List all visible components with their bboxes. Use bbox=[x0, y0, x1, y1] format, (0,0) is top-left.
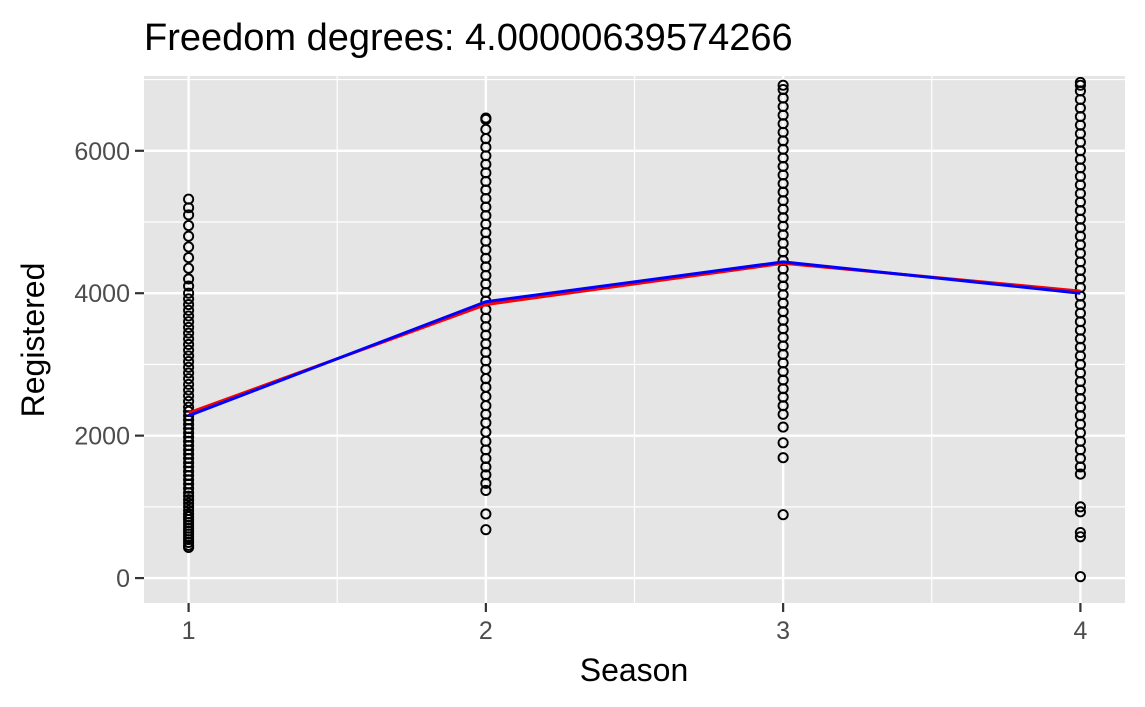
data-point bbox=[1074, 506, 1086, 518]
data-point bbox=[183, 310, 195, 322]
data-point bbox=[183, 356, 195, 368]
x-axis-title: Season bbox=[580, 652, 689, 688]
x-tick-label: 4 bbox=[1073, 617, 1087, 645]
data-point bbox=[183, 252, 195, 264]
data-point bbox=[183, 378, 195, 390]
data-point bbox=[183, 241, 195, 253]
data-point bbox=[183, 262, 195, 274]
data-point bbox=[183, 390, 195, 402]
data-point bbox=[777, 509, 789, 521]
data-point bbox=[183, 501, 195, 513]
data-point bbox=[183, 230, 195, 242]
data-point bbox=[1074, 501, 1086, 513]
data-point bbox=[183, 508, 195, 520]
data-point bbox=[480, 524, 492, 536]
grid-minor bbox=[144, 76, 1125, 603]
data-point bbox=[183, 299, 195, 311]
data-point bbox=[183, 361, 195, 373]
data-point bbox=[480, 112, 492, 124]
chart-title: Freedom degrees: 4.00000639574266 bbox=[144, 17, 793, 59]
data-point bbox=[183, 338, 195, 351]
x-tick-label: 2 bbox=[479, 617, 493, 645]
data-point bbox=[183, 497, 195, 509]
data-point bbox=[1074, 526, 1086, 539]
data-point bbox=[1074, 571, 1086, 583]
y-tick-label: 4000 bbox=[74, 280, 130, 308]
data-point bbox=[183, 280, 195, 292]
data-point bbox=[777, 79, 789, 91]
y-axis-ticks: 0 2000 4000 6000 bbox=[74, 138, 144, 593]
data-point bbox=[1074, 468, 1086, 480]
data-point bbox=[183, 209, 195, 221]
data-point bbox=[183, 490, 195, 502]
data-point bbox=[183, 193, 195, 205]
y-tick-label: 6000 bbox=[74, 138, 130, 166]
data-point bbox=[480, 469, 492, 481]
data-point bbox=[183, 344, 195, 356]
series-line bbox=[188, 260, 1081, 418]
data-point bbox=[183, 504, 195, 516]
fit-lines bbox=[188, 260, 1081, 418]
data-point bbox=[1074, 531, 1086, 543]
grid-major bbox=[144, 76, 1125, 603]
data-point bbox=[183, 367, 195, 379]
data-point bbox=[777, 421, 789, 433]
data-point bbox=[183, 373, 195, 385]
data-point bbox=[183, 316, 195, 328]
data-point bbox=[183, 494, 195, 506]
data-point bbox=[777, 437, 789, 449]
data-point bbox=[777, 452, 789, 464]
y-axis-title: Registered bbox=[15, 263, 51, 418]
data-point bbox=[183, 287, 195, 299]
data-point bbox=[777, 83, 789, 96]
data-point bbox=[183, 273, 195, 285]
y-tick-label: 2000 bbox=[74, 423, 130, 451]
data-point bbox=[183, 395, 195, 408]
data-point bbox=[480, 508, 492, 520]
data-point bbox=[183, 293, 195, 305]
data-point bbox=[183, 350, 195, 362]
y-tick-label: 0 bbox=[116, 565, 130, 593]
data-point bbox=[183, 304, 195, 316]
data-point bbox=[480, 484, 492, 497]
data-point bbox=[1074, 76, 1086, 88]
data-point bbox=[183, 327, 195, 339]
data-point bbox=[183, 321, 195, 333]
x-axis-ticks: 1 2 3 4 bbox=[182, 603, 1087, 645]
data-point bbox=[183, 384, 195, 396]
data-point bbox=[183, 220, 195, 232]
data-points bbox=[183, 76, 1086, 583]
x-tick-label: 3 bbox=[776, 617, 790, 645]
x-tick-label: 1 bbox=[182, 617, 196, 645]
data-point bbox=[183, 333, 195, 345]
